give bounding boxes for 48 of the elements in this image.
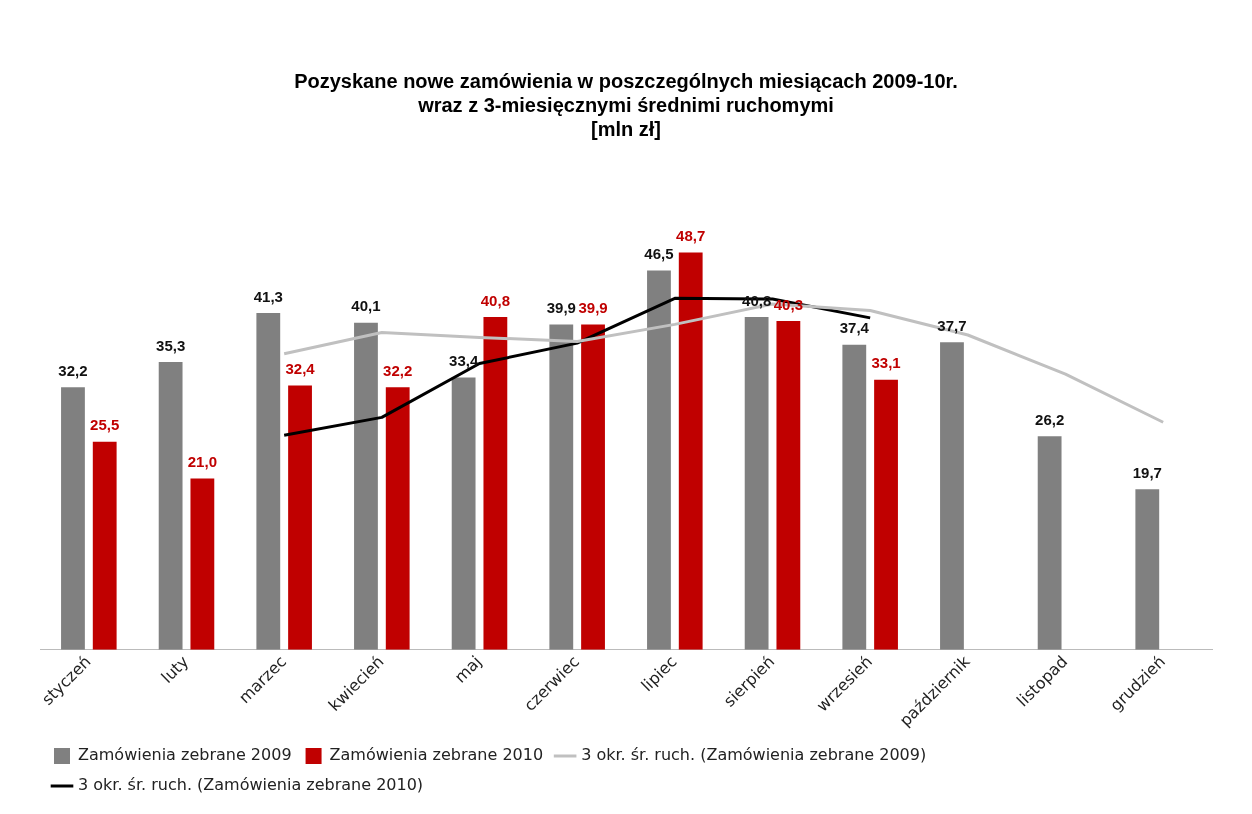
bar (776, 321, 801, 650)
data-label: 41,3 (253, 287, 283, 305)
data-label: 39,9 (546, 299, 576, 317)
data-label: 19,7 (1132, 463, 1162, 481)
bar (549, 324, 574, 650)
data-label: 37,7 (937, 316, 967, 334)
bar (842, 344, 867, 650)
legend-label: 3 okr. śr. ruch. (Zamówienia zebrane 2009) (581, 745, 927, 765)
bar (385, 387, 410, 650)
data-label: 48,7 (676, 227, 706, 245)
data-label: 39,9 (578, 299, 608, 317)
bar (190, 478, 215, 650)
data-label: 26,2 (1035, 410, 1065, 428)
bar (158, 361, 183, 650)
data-label: 33,1 (871, 354, 901, 372)
bar (256, 312, 281, 650)
bar (1135, 489, 1160, 650)
data-label: 25,5 (90, 416, 120, 434)
bar (647, 270, 671, 650)
legend-label: Zamówienia zebrane 2010 (329, 745, 544, 765)
text: Pozyskane nowe zamówienia w poszczególnych miesiącach 2009-10r. (294, 69, 958, 92)
bar (940, 342, 964, 650)
data-label: 21,0 (187, 453, 217, 471)
text: wraz z 3-miesięcznymi średnimi ruchomymi (418, 93, 834, 116)
data-label: 46,5 (644, 245, 674, 263)
data-label: 40,1 (351, 297, 381, 315)
bar (874, 379, 898, 650)
bar (1037, 436, 1062, 650)
bar (451, 377, 476, 650)
bar (483, 317, 508, 650)
legend-label: 3 okr. śr. ruch. (Zamówienia zebrane 2010) (78, 775, 424, 795)
bar (92, 441, 117, 650)
bar (581, 324, 605, 650)
x-tick-label: luty (157, 651, 193, 687)
data-label: 37,4 (839, 319, 870, 337)
bar (61, 387, 85, 650)
bar (678, 252, 703, 650)
text: [mln zł] (591, 117, 661, 140)
data-label: 40,8 (480, 291, 510, 309)
data-label: 33,4 (449, 352, 479, 370)
data-label: 32,4 (285, 360, 316, 378)
data-label: 35,3 (156, 336, 186, 354)
data-label: 32,2 (58, 361, 88, 379)
data-label: 32,2 (383, 361, 413, 379)
bar (744, 317, 769, 650)
bar (354, 322, 378, 650)
bar (288, 385, 312, 650)
legend-label: Zamówienia zebrane 2009 (78, 745, 292, 765)
